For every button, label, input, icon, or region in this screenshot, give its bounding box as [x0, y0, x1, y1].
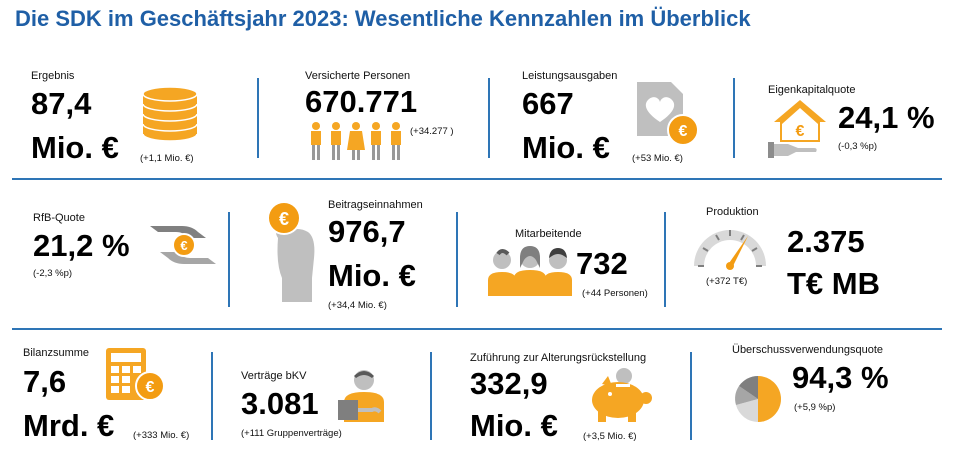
kpi-change: (+3,5 Mio. €): [583, 431, 637, 442]
kpi-label: Ergebnis: [31, 70, 75, 82]
kpi-label: Beitragseinnahmen: [328, 199, 423, 211]
kpi-value: 24,1 %: [838, 100, 935, 135]
kpi-label: Versicherte Personen: [305, 70, 411, 82]
kpi-change: (+53 Mio. €): [632, 153, 683, 164]
kpi-unit: Mrd. €: [23, 408, 115, 443]
kpi-value: 332,9: [470, 366, 548, 401]
kpi-label: Verträge bKV: [241, 370, 307, 382]
col-divider: [664, 212, 666, 307]
kpi-value: 670.771: [305, 84, 418, 119]
people-icon: [311, 122, 401, 160]
row-divider-1: [12, 178, 942, 180]
pie-chart-icon: [735, 375, 781, 422]
calculator-icon: €: [106, 348, 165, 401]
kpi-value: 2.375: [787, 224, 865, 259]
kpi-value: 87,4: [31, 86, 92, 121]
kpi-value: 94,3 %: [792, 360, 889, 395]
kpi-label: Überschussverwendungsquote: [732, 344, 884, 356]
employees-icon: [488, 246, 572, 296]
kpi-change: (+34,4 Mio. €): [328, 300, 387, 311]
kpi-change: (+111 Gruppenverträge): [241, 428, 342, 439]
kpi-change: (+333 Mio. €): [133, 430, 190, 441]
row-divider-2: [12, 328, 942, 330]
kpi-unit: Mio. €: [522, 130, 610, 165]
kpi-change: (+5,9 %p): [794, 402, 836, 413]
col-divider: [257, 78, 259, 158]
svg-text:€: €: [679, 123, 688, 140]
kpi-unit: Mio. €: [31, 130, 119, 165]
col-divider: [488, 78, 490, 158]
kpi-label: Produktion: [706, 206, 759, 218]
kpi-label: Leistungsausgaben: [522, 70, 618, 82]
kpi-unit: Mio. €: [470, 408, 558, 443]
heart-document-icon: €: [637, 82, 699, 146]
col-divider: [690, 352, 692, 440]
kpi-value: 3.081: [241, 386, 319, 421]
piggy-bank-icon: [592, 368, 652, 422]
kpi-label: Bilanzsumme: [23, 347, 90, 359]
kpi-value: 732: [576, 246, 628, 281]
hand-coin-icon: €: [267, 201, 315, 302]
kpi-value: 667: [522, 86, 574, 121]
kpi-change: (+34.277 ): [410, 126, 454, 137]
col-divider: [733, 78, 735, 158]
kpi-label: Eigenkapitalquote: [768, 84, 856, 96]
kpi-change: (+372 T€): [706, 276, 748, 287]
svg-text:€: €: [180, 238, 187, 253]
kpi-label: RfB-Quote: [33, 212, 85, 224]
kpi-label: Mitarbeitende: [515, 228, 582, 240]
kpi-change: (+44 Personen): [582, 288, 648, 299]
coin-stack-icon: [142, 86, 198, 142]
col-divider: [456, 212, 458, 307]
kpi-value: 21,2 %: [33, 228, 130, 263]
svg-text:€: €: [279, 209, 289, 229]
kpi-unit: Mio. €: [328, 258, 416, 293]
col-divider: [228, 212, 230, 307]
person-document-icon: [338, 370, 384, 422]
kpi-change: (-2,3 %p): [33, 268, 73, 279]
kpi-change: (-0,3 %p): [838, 141, 878, 152]
kpi-value: 976,7: [328, 214, 406, 249]
svg-text:€: €: [146, 379, 155, 396]
col-divider: [430, 352, 432, 440]
kpi-change: (+1,1 Mio. €): [140, 153, 194, 164]
house-hand-icon: €: [768, 100, 826, 158]
svg-text:€: €: [796, 123, 805, 140]
gauge-icon: [694, 230, 766, 270]
kpi-unit: T€ MB: [787, 266, 880, 301]
page-title: Die SDK im Geschäftsjahr 2023: Wesentlic…: [15, 6, 751, 31]
col-divider: [211, 352, 213, 440]
kpi-value: 7,6: [23, 364, 67, 399]
kpi-label: Zuführung zur Alterungsrückstellung: [470, 352, 647, 364]
coin-hands-icon: €: [150, 226, 216, 264]
